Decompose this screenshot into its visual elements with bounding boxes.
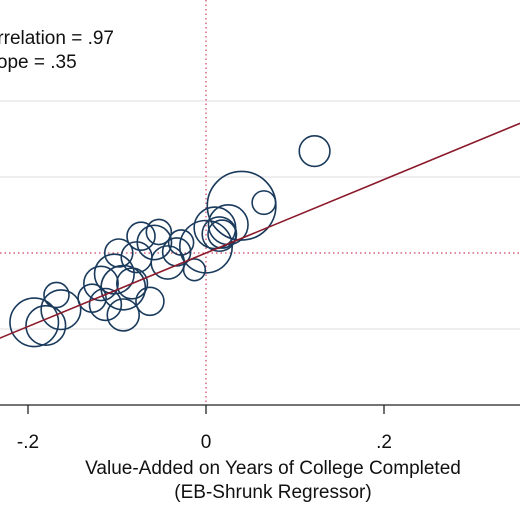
data-point [25, 304, 67, 347]
data-point [93, 253, 135, 295]
data-point [298, 135, 331, 168]
data-point [106, 298, 140, 332]
slope-annotation: Slope = .35 [0, 52, 77, 73]
data-point [9, 297, 60, 348]
x-tick-label-0: -.2 [17, 432, 39, 453]
x-axis-title-line-1: Value-Added on Years of College Complete… [85, 458, 461, 479]
fit-line [0, 122, 520, 339]
x-axis-title-line-2: (EB-Shrunk Regressor) [174, 482, 371, 503]
x-tick-labels: -.2 0 .2 [17, 432, 392, 453]
data-point [251, 190, 277, 216]
data-point [103, 238, 134, 268]
data-point [43, 281, 70, 309]
data-point [88, 287, 123, 322]
data-point [206, 170, 277, 241]
x-tick-label-2: .2 [376, 432, 392, 453]
reference-lines [0, 0, 520, 405]
data-point [136, 224, 173, 261]
data-point [182, 258, 207, 282]
data-point [145, 218, 173, 246]
data-point [115, 267, 149, 300]
data-point [83, 265, 119, 302]
fit-line-layer [0, 122, 520, 339]
data-point [207, 219, 237, 249]
data-points [9, 135, 331, 348]
correlation-annotation: Correlation = .97 [0, 28, 114, 49]
x-axis [0, 404, 520, 414]
data-point [40, 289, 82, 331]
data-point [179, 219, 233, 274]
data-point [135, 286, 165, 317]
data-point [126, 221, 156, 251]
x-tick-label-1: 0 [201, 432, 212, 453]
